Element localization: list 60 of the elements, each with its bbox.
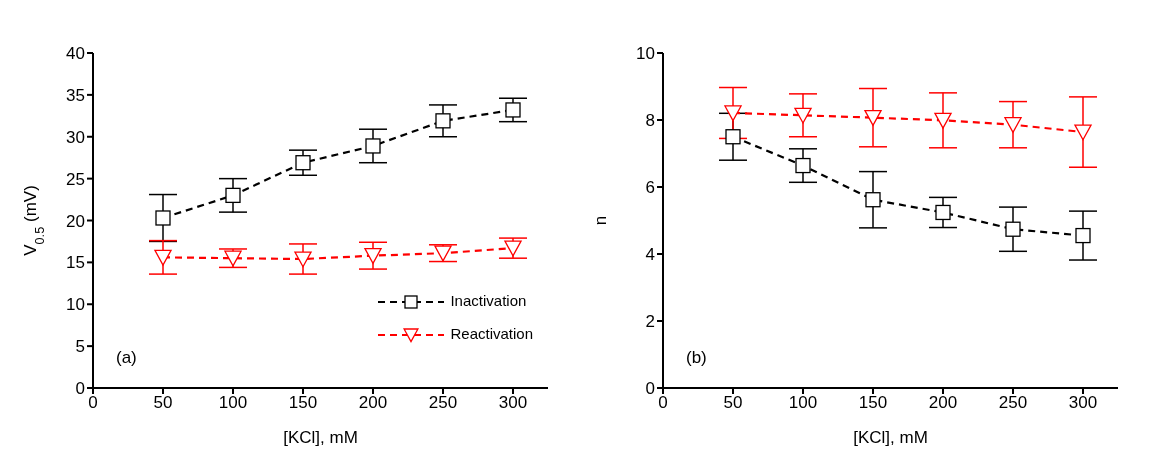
y-tick-label: 10: [636, 44, 655, 64]
point: [364, 248, 382, 265]
y-tick-label: 0: [645, 379, 655, 399]
point: [435, 113, 451, 129]
point: [1005, 221, 1021, 237]
y-tick-label: 8: [645, 111, 655, 131]
y-tick-label: 30: [66, 127, 85, 147]
y-tick-label: 5: [75, 337, 85, 357]
y-tick-label: 4: [645, 245, 655, 265]
x-tick-label: 50: [153, 393, 173, 413]
x-tick-label: 100: [218, 393, 248, 413]
x-tick-label: 250: [998, 393, 1028, 413]
y-tick-label: 0: [75, 379, 85, 399]
point: [725, 129, 741, 145]
point: [1075, 227, 1091, 244]
y-tick-label: 35: [66, 85, 85, 105]
y-tick-label: 6: [645, 178, 655, 198]
x-tick-label: 300: [1068, 393, 1098, 413]
x-axis-title: [KCl], mM: [283, 428, 358, 447]
x-tick-label: 0: [658, 393, 668, 413]
point: [724, 105, 742, 122]
y-tick-label: 10: [66, 295, 85, 315]
x-axis-title: [KCl], mM: [853, 428, 928, 447]
x-tick-label: 300: [498, 393, 528, 413]
point: [294, 251, 312, 268]
point: [154, 249, 172, 266]
x-tick-label: 200: [928, 393, 958, 413]
point: [795, 157, 811, 174]
point: [794, 107, 812, 124]
point: [1074, 124, 1092, 141]
x-tick-label: 200: [358, 393, 388, 413]
point: [505, 102, 521, 118]
point: [1004, 117, 1022, 134]
point: [434, 245, 452, 262]
x-tick-label: 50: [723, 393, 743, 413]
point: [295, 155, 311, 171]
legend-label: Reactivation: [450, 324, 533, 342]
point: [865, 192, 881, 208]
point: [934, 112, 952, 129]
x-tick-label: 100: [788, 393, 818, 413]
x-tick-label: 0: [88, 393, 98, 413]
y-tick-label: 2: [645, 312, 655, 332]
x-tick-label: 150: [858, 393, 888, 413]
point: [155, 210, 171, 226]
point: [864, 110, 882, 126]
point: [935, 204, 951, 221]
legend-label: Inactivation: [450, 291, 527, 309]
point: [365, 138, 381, 154]
annotation: (a): [116, 348, 137, 368]
x-tick-label: 150: [288, 393, 318, 413]
y-axis-title: n: [591, 215, 610, 226]
y-tick-label: 20: [66, 211, 85, 231]
y-tick-label: 25: [66, 169, 85, 189]
y-tick-label: 40: [66, 44, 85, 64]
point: [224, 250, 242, 267]
x-tick-label: 250: [428, 393, 458, 413]
y-tick-label: 15: [66, 253, 85, 273]
point: [504, 240, 522, 257]
point: [225, 187, 241, 204]
annotation: (b): [686, 348, 707, 368]
